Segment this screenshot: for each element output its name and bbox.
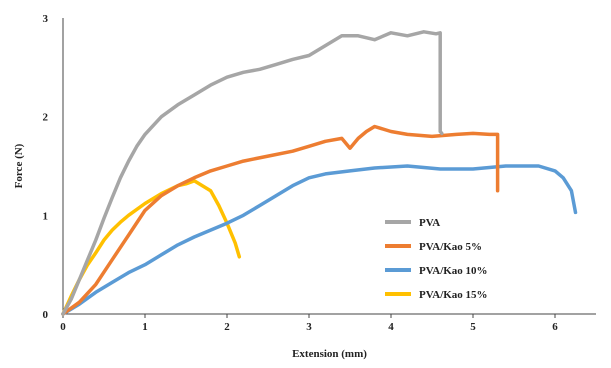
x-tick-labels: 0 1 2 3 4 5 6 bbox=[60, 314, 558, 333]
legend: PVA PVA/Kao 5% PVA/Kao 10% PVA/Kao 15% bbox=[385, 217, 488, 301]
x-tick-label: 3 bbox=[306, 321, 312, 333]
legend-label: PVA/Kao 15% bbox=[419, 289, 488, 301]
legend-label: PVA bbox=[419, 217, 440, 229]
y-tick-labels: 0 1 2 3 bbox=[43, 13, 49, 321]
y-tick-label: 0 bbox=[43, 309, 49, 321]
x-tick-label: 4 bbox=[388, 321, 394, 333]
legend-label: PVA/Kao 5% bbox=[419, 241, 482, 253]
series-line-pva-kao-15 bbox=[61, 179, 242, 316]
legend-label: PVA/Kao 10% bbox=[419, 265, 488, 277]
series-lines bbox=[61, 30, 578, 316]
series-line-pva-kao-5 bbox=[61, 124, 500, 316]
x-axis-title: Extension (mm) bbox=[292, 348, 367, 360]
y-tick-label: 2 bbox=[43, 112, 49, 124]
series-line-pva-kao-10 bbox=[61, 164, 578, 316]
x-tick-label: 5 bbox=[470, 321, 476, 333]
y-tick-label: 1 bbox=[43, 210, 49, 222]
x-tick-label: 0 bbox=[60, 321, 66, 333]
series-line-pva bbox=[61, 30, 444, 316]
x-tick-label: 6 bbox=[552, 321, 558, 333]
x-tick-label: 2 bbox=[224, 321, 230, 333]
y-axis-title: Force (N) bbox=[13, 143, 25, 188]
plot-area: 0 1 2 3 4 5 6 0 1 2 3 bbox=[43, 13, 596, 333]
x-tick-label: 1 bbox=[142, 321, 148, 333]
y-tick-label: 3 bbox=[43, 13, 49, 25]
